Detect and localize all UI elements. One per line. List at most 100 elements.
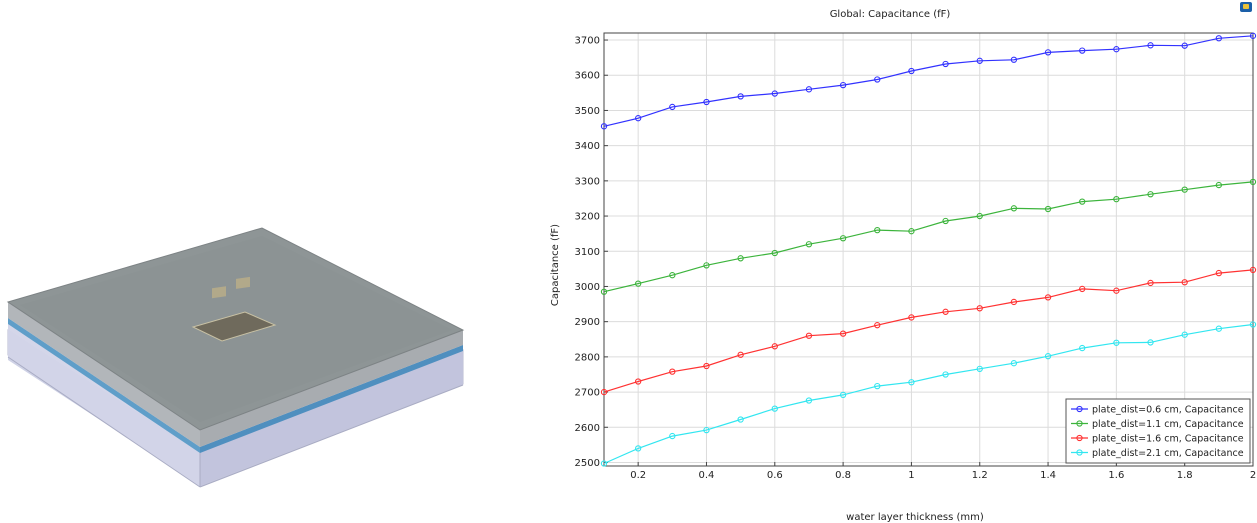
data-point [1215, 181, 1222, 189]
data-point [1079, 344, 1086, 352]
x-tick-label: 0.4 [699, 470, 715, 481]
data-point [1147, 339, 1154, 346]
data-point [737, 416, 744, 423]
data-point [976, 305, 983, 312]
y-tick-label: 3600 [575, 71, 600, 82]
data-point [600, 388, 608, 396]
plot-axes [603, 32, 1254, 467]
legend-marker [1076, 449, 1083, 456]
electrode-pad [236, 276, 250, 289]
series-line [603, 181, 1254, 293]
data-point [1215, 35, 1222, 42]
box-edge [7, 356, 201, 488]
data-point [1113, 196, 1120, 203]
data-point [600, 288, 608, 295]
data-point [1249, 266, 1257, 274]
data-point [771, 343, 778, 350]
data-point [600, 123, 608, 130]
data-point [1113, 339, 1120, 346]
data-point [908, 379, 915, 386]
data-point [1010, 205, 1018, 212]
legend-box [1065, 398, 1251, 464]
x-tick-label: 1.2 [972, 470, 988, 481]
data-point [1044, 294, 1052, 301]
y-tick-label: 3000 [575, 282, 600, 293]
legend-marker [1076, 434, 1083, 442]
data-point [703, 426, 710, 434]
data-point [1113, 287, 1120, 294]
data-point [1147, 279, 1154, 287]
box-body-right [200, 345, 463, 487]
x-tick-label: 1.4 [1040, 470, 1056, 481]
data-point [1079, 47, 1086, 54]
series-line [603, 323, 1254, 465]
y-tick-labels: 2500 2600 2700 2800 2900 3000 3100 3200 3300 3400… [575, 36, 600, 469]
data-point [1181, 186, 1188, 193]
geometry-3d-view [6, 227, 465, 488]
data-point [874, 322, 881, 329]
y-tick-label: 3100 [575, 247, 600, 258]
x-tick-label: 0.2 [630, 470, 646, 481]
data-point [635, 378, 642, 385]
data-point [1181, 331, 1188, 338]
y-tick-label: 2700 [575, 388, 600, 399]
data-point [1079, 285, 1086, 293]
data-point [1215, 325, 1222, 332]
data-point [600, 460, 608, 467]
data-point [874, 76, 881, 83]
data-point [771, 90, 778, 97]
legend-label: plate_dist=1.6 cm, Capacitance [1092, 433, 1244, 444]
data-point [976, 212, 983, 220]
x-tick-labels: 0.2 0.4 0.6 0.8 1 1.2 1.4 1.6 1.8 2 [630, 470, 1256, 481]
electrode-pad [212, 286, 226, 299]
legend-label: plate_dist=1.1 cm, Capacitance [1092, 419, 1244, 430]
box-body-left [8, 318, 200, 487]
data-point [737, 351, 744, 358]
data-point [1215, 269, 1222, 277]
data-point [1249, 178, 1257, 186]
data-point [805, 397, 813, 404]
data-point [1147, 191, 1154, 198]
x-tick-label: 2 [1250, 470, 1256, 481]
plot-frame [603, 32, 1254, 467]
data-point [1044, 49, 1052, 56]
data-point [942, 308, 949, 315]
data-point [1044, 205, 1052, 213]
data-point [635, 280, 642, 287]
data-point [942, 60, 949, 68]
y-tick-label: 2800 [575, 352, 600, 363]
data-point [1249, 321, 1257, 328]
data-point [669, 368, 676, 375]
x-tick-label: 0.8 [835, 470, 851, 481]
data-point [1010, 56, 1018, 63]
series-2 [600, 178, 1257, 295]
data-point [839, 391, 847, 399]
data-point [703, 362, 710, 370]
image-export-icon[interactable] [1240, 2, 1252, 12]
data-point [1147, 42, 1154, 49]
y-tick-label: 3400 [575, 141, 600, 152]
data-point [908, 67, 915, 75]
grid-lines [604, 33, 1254, 466]
data-point [771, 249, 778, 257]
series-line [603, 269, 1254, 393]
data-point [874, 382, 881, 390]
water-layer-right [200, 345, 463, 453]
data-point [1249, 32, 1257, 39]
x-tick-label: 1.6 [1108, 470, 1124, 481]
plot-title: Global: Capacitance (fF) [830, 9, 951, 20]
data-point [1079, 198, 1086, 205]
data-point [942, 217, 949, 225]
y-tick-label: 2500 [575, 458, 600, 469]
cover-right [200, 330, 463, 447]
box-edge [199, 384, 464, 488]
series-layer [600, 32, 1257, 467]
data-point [976, 365, 983, 372]
data-point [976, 57, 983, 64]
data-point [839, 330, 847, 337]
data-point [1044, 353, 1052, 360]
data-point [908, 314, 915, 321]
y-tick-label: 3500 [575, 106, 600, 117]
data-point [635, 445, 642, 452]
data-point [703, 98, 710, 106]
